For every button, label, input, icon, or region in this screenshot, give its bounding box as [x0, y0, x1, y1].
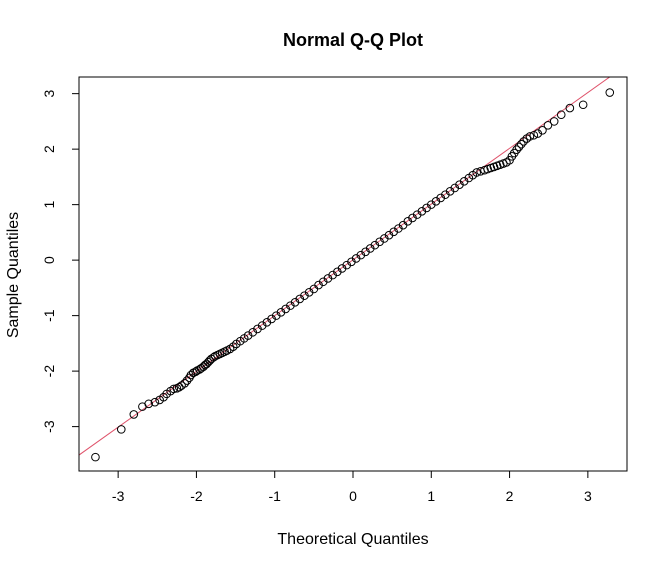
x-tick-label: 1	[427, 488, 435, 504]
data-point	[129, 410, 139, 419]
y-tick-label: 3	[41, 90, 57, 98]
plot-frame	[78, 76, 628, 472]
data-point	[512, 145, 521, 154]
x-tick-label: -2	[190, 488, 203, 504]
data-point	[519, 137, 528, 146]
data-point	[543, 120, 553, 130]
y-axis-label: Sample Quantiles	[5, 212, 22, 338]
data-point	[538, 125, 547, 135]
data-point	[199, 362, 208, 371]
x-tick-label: 0	[349, 488, 357, 504]
data-point	[116, 425, 126, 434]
data-point	[549, 117, 559, 126]
data-point	[150, 397, 160, 407]
sample-points	[91, 88, 615, 462]
chart-title: Normal Q-Q Plot	[283, 30, 423, 50]
y-tick-label: -2	[41, 365, 57, 378]
data-point	[529, 130, 539, 140]
data-point	[517, 139, 526, 149]
y-tick-label: -3	[41, 420, 57, 433]
data-point	[578, 100, 588, 110]
x-tick-label: 3	[584, 488, 592, 504]
data-point	[514, 142, 524, 152]
data-point	[605, 88, 615, 97]
data-point	[91, 452, 100, 462]
data-point	[556, 110, 566, 120]
data-point	[472, 168, 481, 177]
x-tick-label: -3	[112, 488, 125, 504]
data-point	[200, 360, 210, 370]
data-point	[144, 399, 153, 409]
y-tick-label: 0	[41, 256, 57, 264]
x-tick-label: 2	[506, 488, 514, 504]
data-point	[525, 132, 535, 141]
x-axis-label: Theoretical Quantiles	[277, 531, 428, 548]
y-tick-label: 2	[41, 145, 57, 153]
data-point	[169, 384, 179, 394]
y-tick-label: 1	[41, 201, 57, 209]
data-point	[180, 379, 189, 388]
y-tick-label: -1	[41, 309, 57, 322]
x-tick-label: -1	[268, 488, 281, 504]
data-point	[228, 342, 238, 351]
data-point	[565, 103, 575, 113]
